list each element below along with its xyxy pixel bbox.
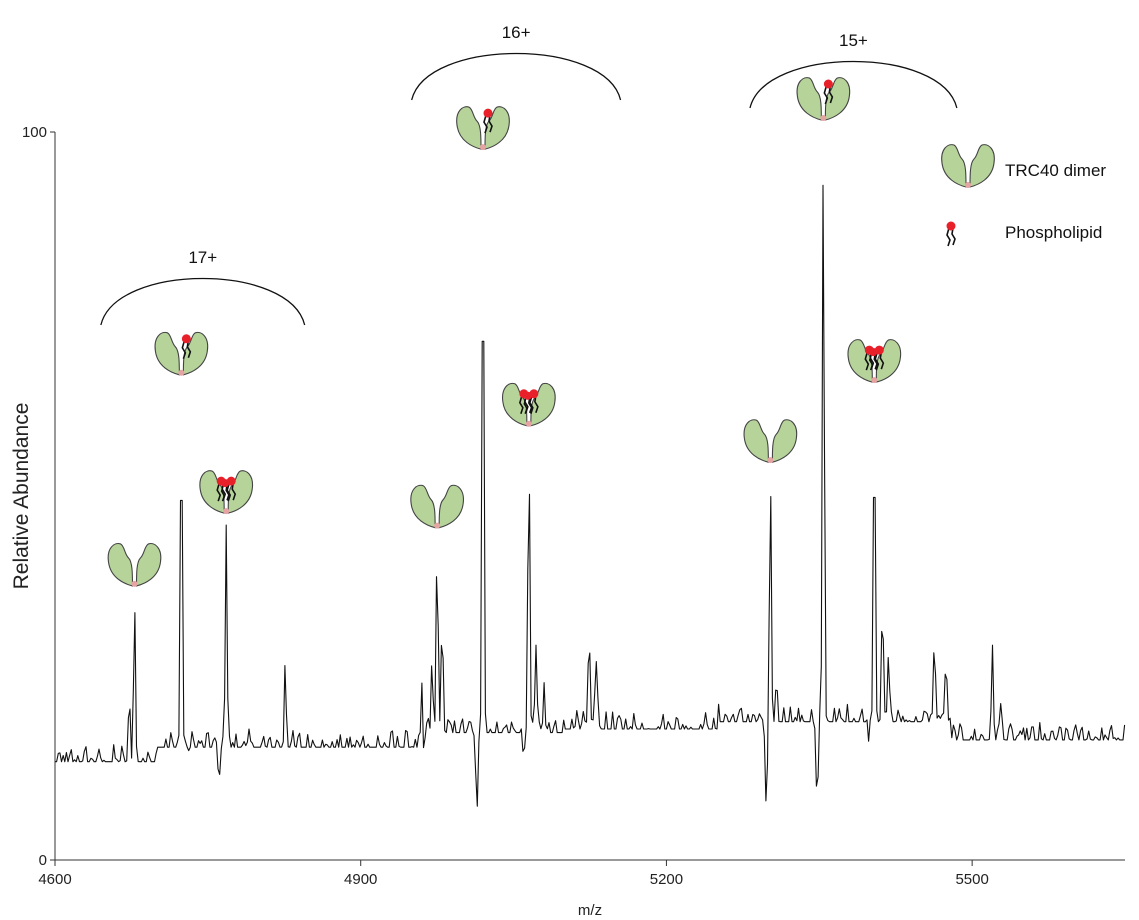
- legend-label: TRC40 dimer: [1005, 161, 1106, 180]
- peak-annotation: [456, 106, 510, 151]
- trc40-dimer-icon: [743, 419, 798, 464]
- peak-annotation: [502, 382, 556, 427]
- peak-annotation: [154, 331, 209, 376]
- charge-state-label: 15+: [839, 31, 868, 50]
- trc40-dimer-icon: [847, 339, 902, 384]
- phospholipid-icon: [946, 221, 956, 247]
- trc40-dimer-icon: [941, 144, 995, 188]
- trc40-dimer-icon: [456, 106, 510, 151]
- charge-bracket-17plus: 17+: [100, 248, 306, 326]
- phospholipid-icon: [823, 79, 834, 105]
- peak-annotation: [743, 419, 798, 464]
- charge-bracket-16plus: 16+: [411, 23, 622, 101]
- peak-annotation: [199, 470, 254, 515]
- trc40-dimer-icon: [410, 484, 464, 529]
- x-tick-label: 5500: [955, 871, 988, 888]
- bracket-arc: [100, 277, 306, 326]
- y-tick-label: 0: [39, 852, 47, 869]
- peak-annotation: [107, 543, 162, 587]
- bracket-arc: [411, 52, 622, 101]
- phospholipid-icon: [181, 334, 192, 360]
- trc40-dimer-icon: [154, 331, 209, 376]
- phospholipid-icon: [868, 348, 878, 371]
- trc40-dimer-icon: [107, 543, 162, 587]
- bracket-arc: [749, 60, 958, 109]
- trc40-dimer-icon: [199, 470, 254, 515]
- spectrum-trace: [55, 184, 1126, 807]
- charge-state-label: 16+: [502, 23, 531, 42]
- legend-label: Phospholipid: [1005, 223, 1102, 242]
- trc40-dimer-icon: [796, 77, 851, 121]
- legend-entry: Phospholipid: [946, 221, 1102, 247]
- legend: TRC40 dimer Phospholipid: [941, 144, 1106, 247]
- y-axis-label: Relative Abundance: [10, 403, 33, 590]
- charge-bracket-15plus: 15+: [749, 31, 958, 109]
- trc40-dimer-icon: [502, 382, 556, 427]
- legend-entry: TRC40 dimer: [941, 144, 1106, 188]
- peak-annotation: [847, 339, 902, 384]
- peak-icons: [107, 77, 902, 587]
- peak-annotation: [796, 77, 851, 121]
- x-tick-label: 5200: [650, 871, 683, 888]
- charge-state-brackets: 17+ 16+ 15+: [100, 23, 958, 326]
- x-tick-label: 4900: [344, 871, 377, 888]
- y-ticks: 0 100: [22, 124, 55, 869]
- peak-annotation: [410, 484, 464, 529]
- x-ticks: 4600 4900 5200 5500: [38, 860, 989, 888]
- x-axis-label: m/z: [578, 902, 602, 919]
- charge-state-label: 17+: [188, 248, 217, 267]
- phospholipid-icon: [483, 108, 493, 134]
- y-tick-label: 100: [22, 124, 47, 141]
- x-tick-label: 4600: [38, 871, 71, 888]
- phospholipid-icon: [220, 479, 230, 502]
- axes: 4600 4900 5200 5500 0 100 m/z Relative Abund…: [10, 124, 1125, 919]
- phospholipid-icon: [523, 391, 533, 414]
